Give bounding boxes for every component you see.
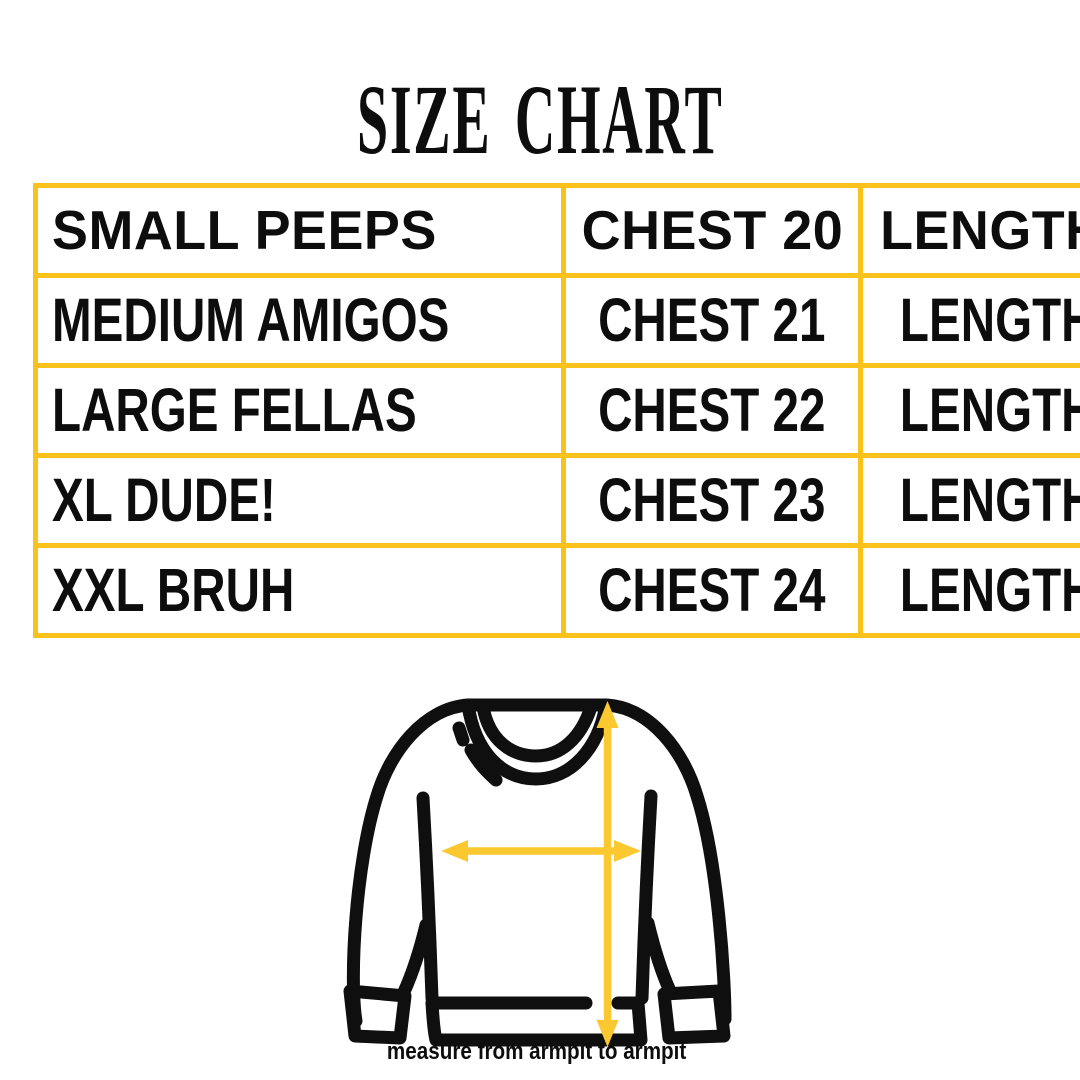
size-label: SMALL PEEPS xyxy=(52,199,437,261)
chest-cell: CHEST 22 xyxy=(561,363,863,458)
size-label: MEDIUM AMIGOS xyxy=(52,286,450,354)
size-label: XL DUDE! xyxy=(52,466,276,534)
length-cell: LENGTH 26 xyxy=(858,183,1080,278)
size-cell: MEDIUM AMIGOS xyxy=(32,273,567,368)
length-cell: LENGTH 30 xyxy=(858,543,1080,638)
collar-stitch-long xyxy=(464,743,503,787)
length-cell: LENGTH 28 xyxy=(858,363,1080,458)
size-chart-table: SMALL PEEPS CHEST 20 LENGTH 26 MEDIUM AM… xyxy=(32,183,1080,638)
chest-cell: CHEST 20 xyxy=(561,183,863,278)
chest-value: CHEST 20 xyxy=(581,199,843,261)
chest-value: CHEST 22 xyxy=(598,376,826,444)
table-row: LARGE FELLAS CHEST 22 LENGTH 28 xyxy=(32,363,1080,458)
length-cell: LENGTH 27 xyxy=(858,273,1080,368)
left-sleeve-seam xyxy=(397,918,433,999)
collar-stitch-short xyxy=(452,721,470,747)
chest-cell: CHEST 24 xyxy=(561,543,863,638)
collar-inner xyxy=(476,700,598,763)
diagram-caption-text: measure from armpit to armpit xyxy=(386,1038,687,1065)
hem-band xyxy=(425,996,648,1047)
size-cell: XXL BRUH xyxy=(32,543,567,638)
right-torso-seam xyxy=(635,789,658,1005)
left-torso-seam xyxy=(416,791,439,1005)
length-arrow xyxy=(596,701,619,1047)
size-label: XXL BRUH xyxy=(52,556,295,624)
length-value: LENGTH 26 xyxy=(880,199,1080,261)
sweatshirt-outline xyxy=(346,698,732,1028)
size-cell: XL DUDE! xyxy=(32,453,567,548)
length-value: LENGTH 27 xyxy=(899,286,1080,354)
table-row: XL DUDE! CHEST 23 LENGTH 29 xyxy=(32,453,1080,548)
size-label: LARGE FELLAS xyxy=(52,376,417,444)
table-row: SMALL PEEPS CHEST 20 LENGTH 26 xyxy=(32,183,1080,278)
table-row: MEDIUM AMIGOS CHEST 21 LENGTH 27 xyxy=(32,273,1080,368)
collar-outer xyxy=(461,698,613,786)
sweatshirt-diagram xyxy=(343,698,732,1047)
diagram-caption: measure from armpit to armpit xyxy=(0,1040,1080,1064)
left-cuff xyxy=(343,984,412,1045)
chest-value: CHEST 21 xyxy=(598,286,826,354)
chest-cell: CHEST 21 xyxy=(561,273,863,368)
chest-cell: CHEST 23 xyxy=(561,453,863,548)
length-value: LENGTH 28 xyxy=(899,376,1080,444)
length-cell: LENGTH 29 xyxy=(858,453,1080,548)
size-cell: SMALL PEEPS xyxy=(32,183,567,278)
chest-value: CHEST 23 xyxy=(598,466,826,534)
chest-value: CHEST 24 xyxy=(598,556,826,624)
right-cuff xyxy=(657,984,731,1045)
page-title: SIZE CHART xyxy=(0,70,1080,170)
right-sleeve-seam xyxy=(641,916,677,998)
chest-arrow xyxy=(441,840,641,862)
table-row: XXL BRUH CHEST 24 LENGTH 30 xyxy=(32,543,1080,638)
page-title-text: SIZE CHART xyxy=(356,64,724,175)
length-value: LENGTH 30 xyxy=(899,556,1080,624)
size-cell: LARGE FELLAS xyxy=(32,363,567,458)
length-value: LENGTH 29 xyxy=(899,466,1080,534)
